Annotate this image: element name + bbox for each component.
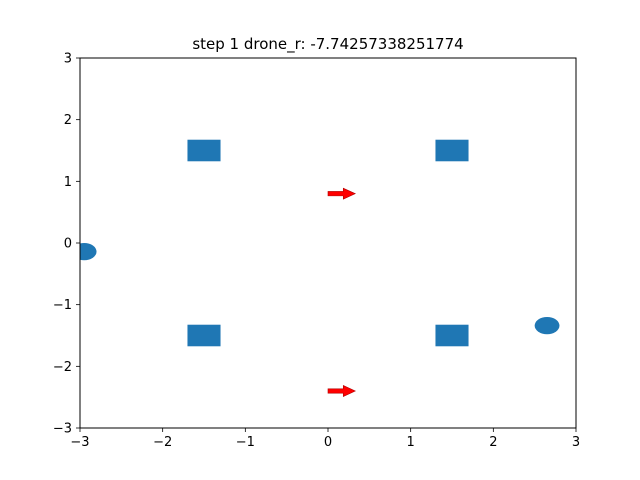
x-tick-label: 3 <box>572 435 580 450</box>
square-marker-2 <box>435 140 468 162</box>
y-tick-label: 3 <box>64 52 72 67</box>
y-tick-label: −2 <box>53 360 72 375</box>
x-tick-label: −2 <box>153 435 172 450</box>
x-tick-label: −1 <box>236 435 255 450</box>
square-marker-3 <box>187 325 220 347</box>
square-marker-4 <box>435 325 468 347</box>
x-tick-label: 0 <box>324 435 332 450</box>
x-tick-label: −3 <box>70 435 89 450</box>
y-tick-label: −1 <box>53 298 72 313</box>
y-tick-label: −3 <box>53 422 72 437</box>
x-tick-label: 1 <box>407 435 415 450</box>
y-tick-label: 1 <box>64 175 72 190</box>
y-tick-label: 0 <box>64 237 72 252</box>
ellipse-marker-2 <box>535 317 560 334</box>
chart-title: step 1 drone_r: -7.74257338251774 <box>192 35 463 54</box>
y-tick-label: 2 <box>64 113 72 128</box>
square-marker-1 <box>187 140 220 162</box>
x-tick-label: 2 <box>489 435 497 450</box>
